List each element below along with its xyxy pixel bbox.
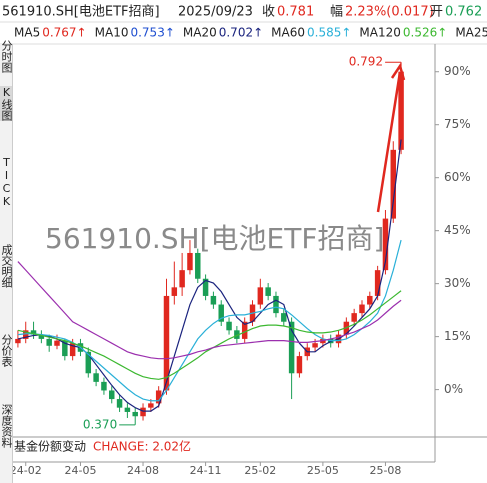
x-tick-label: 24-11: [190, 464, 222, 477]
y-tick-label: 15%: [444, 329, 471, 343]
legend-name: MA20: [183, 26, 217, 40]
candle-body: [257, 287, 264, 305]
open-label: 开: [430, 5, 443, 20]
candle-body: [312, 343, 318, 348]
candle-body: [140, 407, 146, 417]
ma-line: [17, 139, 402, 412]
candle-body: [171, 287, 178, 296]
candle-body: [273, 295, 279, 314]
legend-value: 0.767↑: [42, 26, 86, 40]
candle-body: [382, 218, 389, 271]
candle-body: [109, 390, 115, 400]
candle-body: [163, 295, 170, 391]
candle-body: [116, 399, 123, 408]
candle-body: [155, 390, 162, 404]
candle-body: [234, 330, 240, 339]
legend-name: MA10: [95, 26, 129, 40]
x-tick-label: 24-02: [10, 464, 42, 477]
y-tick-label: 30%: [444, 276, 471, 290]
indicator-change: CHANGE: 2.02亿: [93, 439, 191, 454]
x-tick-label: 24-08: [127, 464, 159, 477]
side-tab[interactable]: 成交明细: [0, 244, 13, 288]
x-tick-label: 25-02: [244, 464, 276, 477]
candle-body: [30, 330, 37, 335]
side-tab[interactable]: K线图: [0, 86, 13, 121]
date: 2025/09/23: [178, 5, 253, 20]
x-tick-label: 25-08: [369, 464, 401, 477]
side-tabs: 分时图 K线图 TICK 成交明细分价表深度资料: [0, 40, 13, 483]
open-value: 0.762: [445, 5, 482, 20]
y-tick-label: 90%: [444, 64, 471, 78]
y-tick-label: 60%: [444, 170, 471, 184]
candle-body: [22, 330, 29, 339]
legend-value: 0.753↑: [130, 26, 174, 40]
candle-body: [288, 321, 295, 374]
candle-body: [101, 381, 107, 391]
candle-body: [69, 343, 76, 357]
candle-body: [187, 252, 193, 271]
candle-body: [179, 270, 185, 288]
candle-body: [281, 313, 287, 322]
candle-body: [85, 351, 92, 374]
candle-body: [210, 295, 217, 305]
candle-body: [367, 295, 373, 305]
candle-body: [148, 403, 154, 408]
x-tick-label: 25-05: [307, 464, 339, 477]
candle-body: [226, 321, 232, 331]
candle-body: [62, 340, 68, 357]
candle-body: [124, 407, 131, 412]
candle-body: [46, 338, 52, 346]
legend-name: MA5: [14, 26, 40, 40]
ma-line: [17, 290, 402, 380]
change-value: 2.23%(0.017): [345, 5, 434, 20]
side-tab[interactable]: 分价表: [0, 334, 13, 367]
candle-body: [265, 287, 271, 296]
legend-value: 0.702↑: [219, 26, 263, 40]
side-tab[interactable]: 深度资料: [0, 404, 13, 448]
y-tick-label: 0%: [444, 382, 463, 396]
annotation-label: 0.370: [83, 417, 117, 431]
candle-body: [15, 338, 21, 344]
close-label: 收: [262, 5, 275, 20]
annotation-label: 0.792: [349, 55, 383, 69]
change-label: 幅: [330, 5, 343, 20]
candle-body: [241, 321, 248, 339]
candle-body: [93, 373, 99, 382]
candle-body: [374, 270, 381, 296]
candle-body: [296, 356, 303, 374]
x-tick-label: 24-05: [64, 464, 96, 477]
watermark: 561910.SH[电池ETF招商]: [45, 222, 384, 255]
close-value: 0.781: [277, 5, 314, 20]
y-tick-label: 45%: [444, 223, 471, 237]
ma-line: [17, 239, 402, 402]
legend-name: MA120: [359, 26, 400, 40]
y-tick-label: 75%: [444, 117, 471, 131]
candle-body: [38, 334, 45, 339]
candle-body: [351, 313, 357, 322]
candle-body: [359, 304, 365, 314]
indicator-title: 基金份额变动: [14, 439, 86, 454]
legend-value: 0.526↑: [403, 26, 447, 40]
candle-body: [54, 340, 60, 346]
candle-body: [390, 149, 397, 219]
candle-body: [132, 411, 138, 417]
candle-body: [195, 252, 201, 279]
legend-value: 0.585↑: [307, 26, 351, 40]
ma-line: [17, 261, 402, 360]
legend-name: MA60: [271, 26, 305, 40]
side-tab[interactable]: 分时图: [0, 40, 13, 73]
candle-body: [218, 304, 224, 322]
candle-body: [202, 278, 209, 296]
security: 561910.SH[电池ETF招商]: [2, 5, 160, 20]
side-tab[interactable]: TICK: [0, 156, 13, 208]
candle-body: [398, 71, 404, 150]
